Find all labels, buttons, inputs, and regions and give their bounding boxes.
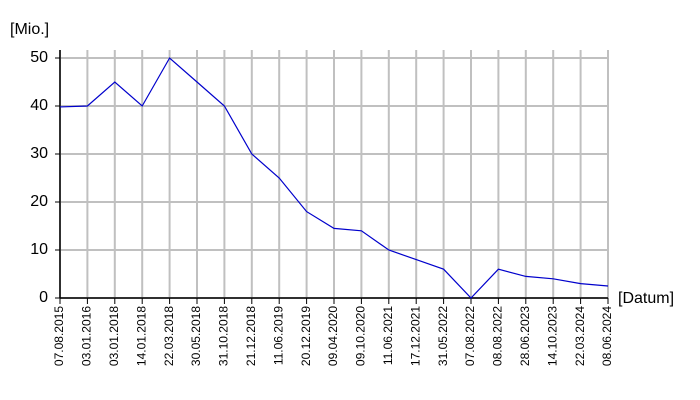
x-tick-label: 11.06.2021 bbox=[381, 306, 395, 365]
data-line bbox=[59, 57, 609, 299]
y-tick-label: 20 bbox=[30, 193, 48, 210]
x-tick-label: 22.03.2018 bbox=[162, 306, 176, 366]
x-tick-label: 14.01.2018 bbox=[134, 306, 148, 366]
x-tick-label: 08.08.2022 bbox=[491, 306, 505, 366]
y-tick-label: 0 bbox=[39, 289, 48, 306]
x-tick-label: 08.06.2024 bbox=[600, 306, 614, 366]
y-axis-label: [Mio.] bbox=[10, 21, 49, 38]
y-tick-label: 50 bbox=[30, 49, 48, 66]
x-tick-label: 09.10.2020 bbox=[354, 306, 368, 366]
x-tick-label: 31.10.2018 bbox=[217, 306, 231, 366]
x-tick-label: 30.05.2018 bbox=[189, 306, 203, 366]
x-tick-label: 09.04.2020 bbox=[326, 306, 340, 366]
x-tick-label: 11.06.2019 bbox=[271, 306, 285, 365]
x-axis-label: [Datum] bbox=[618, 290, 674, 307]
x-tick-label: 07.08.2022 bbox=[463, 306, 477, 366]
x-tick-label: 17.12.2021 bbox=[408, 306, 422, 366]
x-tick-label: 31.05.2022 bbox=[436, 306, 450, 366]
x-tick-label: 21.12.2018 bbox=[244, 306, 258, 366]
x-tick-label: 07.08.2015 bbox=[52, 306, 66, 366]
x-tick-label: 22.03.2024 bbox=[573, 306, 587, 366]
y-tick-label: 10 bbox=[30, 241, 48, 258]
x-tick-label: 20.12.2019 bbox=[299, 306, 313, 366]
y-tick-label: 30 bbox=[30, 145, 48, 162]
x-tick-label: 28.06.2023 bbox=[518, 306, 532, 366]
x-tick-label: 03.01.2018 bbox=[107, 306, 121, 366]
x-tick-label: 03.01.2016 bbox=[80, 306, 94, 366]
x-tick-label: 14.10.2023 bbox=[545, 306, 559, 366]
y-tick-label: 40 bbox=[30, 97, 48, 114]
